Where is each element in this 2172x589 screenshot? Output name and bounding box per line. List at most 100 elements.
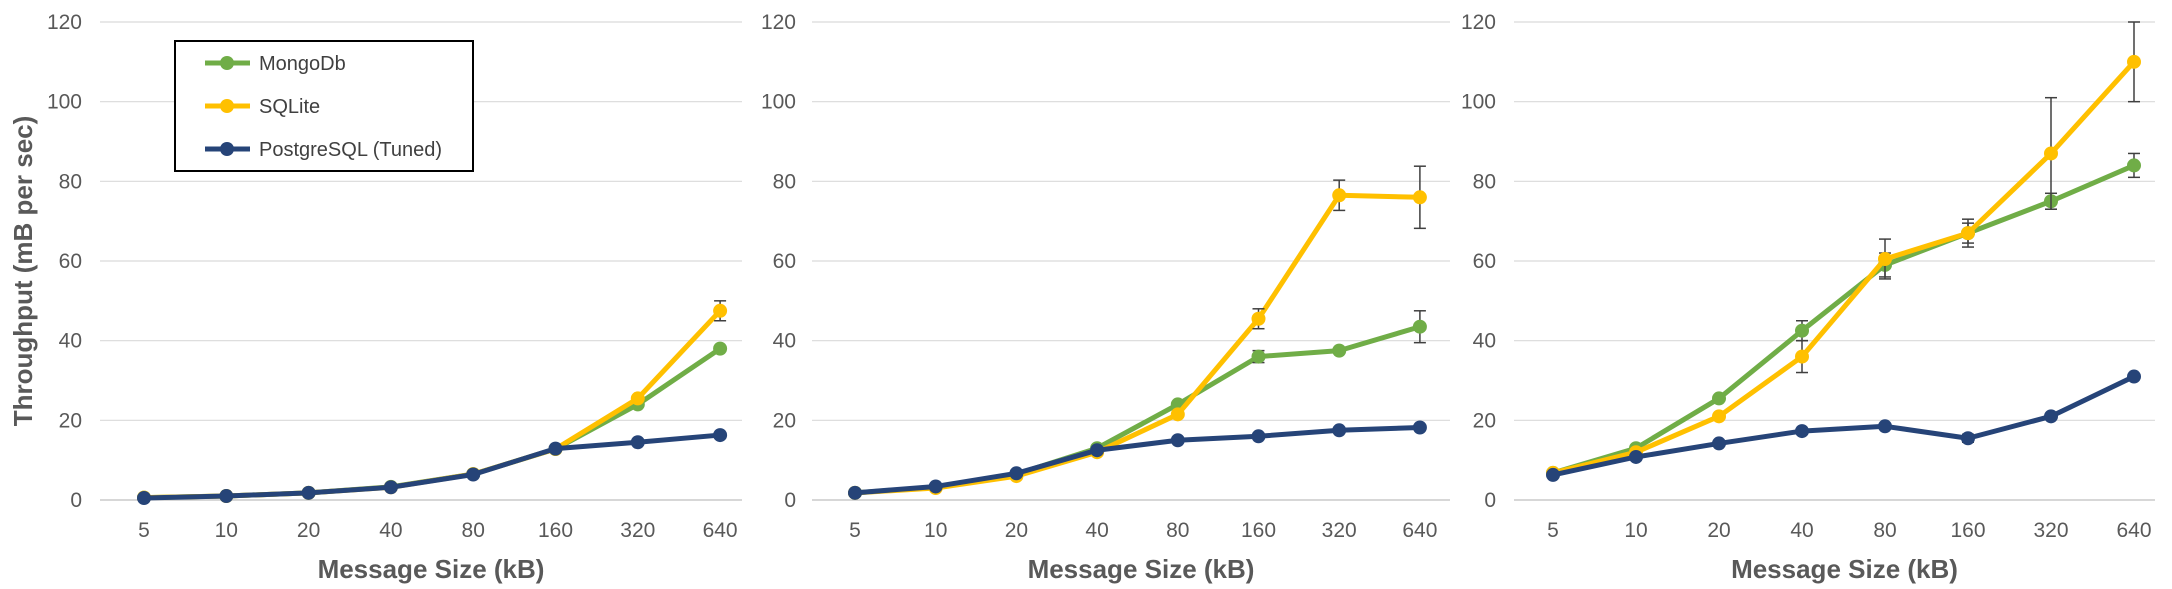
x-tick-label: 160	[538, 519, 573, 542]
x-axis-title: Message Size (kB)	[1731, 554, 1958, 584]
series-postgresql-tuned-	[137, 428, 728, 506]
series-line	[1550, 374, 2137, 478]
x-tick-label: 5	[138, 519, 150, 542]
data-point	[1878, 252, 1892, 267]
series-line	[852, 192, 1423, 496]
series-sqlite	[848, 165, 1427, 500]
x-axis-title: Message Size (kB)	[1028, 554, 1255, 584]
data-point	[1712, 436, 1726, 451]
x-tick-label: 80	[1166, 519, 1189, 542]
y-tick-label: 40	[1473, 330, 1496, 353]
x-tick-label: 10	[1624, 519, 1647, 542]
data-point	[1412, 319, 1427, 334]
y-tick-label: 100	[1461, 91, 1496, 114]
x-tick-label: 160	[1950, 519, 1985, 542]
chart-panel-1: 0 20 40 60 80 100 120 5 10 20 40 80 160 320 640 Message…	[8, 11, 738, 584]
data-point	[1546, 467, 1560, 482]
data-point	[1170, 407, 1185, 422]
data-point	[1009, 466, 1024, 481]
x-tick-label: 320	[2033, 519, 2068, 542]
data-point	[1795, 424, 1809, 439]
y-tick-label: 60	[1473, 250, 1496, 273]
x-tick-label: 80	[1873, 519, 1896, 542]
data-point	[630, 391, 645, 406]
series-line	[852, 425, 1423, 496]
data-point	[466, 467, 481, 482]
x-tick-label: 10	[215, 519, 238, 542]
x-tick-label: 160	[1241, 519, 1276, 542]
chart-panel-2: 0 20 40 60 80 100 120 5 10 20 40 80 160 320 640 Message…	[761, 11, 1437, 584]
y-tick-label: 100	[761, 91, 796, 114]
data-point	[1961, 226, 1975, 241]
data-point	[848, 485, 862, 500]
data-point	[928, 479, 943, 494]
series-postgresql-tuned-	[1546, 369, 2141, 482]
series-mongodb	[848, 310, 1427, 500]
series-sqlite	[137, 300, 728, 505]
data-point	[2127, 54, 2141, 69]
y-tick-label: 20	[59, 409, 82, 432]
data-point	[1412, 190, 1427, 205]
data-point	[1170, 433, 1185, 448]
y-tick-label: 0	[784, 489, 796, 512]
x-tick-label: 20	[297, 519, 320, 542]
y-tick-label: 120	[47, 11, 82, 34]
legend-label: PostgreSQL (Tuned)	[259, 139, 442, 161]
x-axis-title: Message Size (kB)	[318, 554, 545, 584]
data-point	[1712, 409, 1726, 424]
y-tick-label: 0	[70, 489, 82, 512]
x-tick-label: 10	[924, 519, 947, 542]
data-point	[1795, 323, 1809, 338]
data-point	[1332, 423, 1347, 438]
data-point	[137, 491, 151, 506]
y-tick-label: 20	[1473, 409, 1496, 432]
y-axis-title: Throughput (mB per sec)	[8, 116, 38, 427]
x-tick-label: 40	[1790, 519, 1813, 542]
series-line	[1550, 162, 2137, 476]
data-point	[2127, 369, 2141, 384]
legend-item: PostgreSQL (Tuned)	[205, 139, 442, 161]
legend-label: SQLite	[259, 96, 320, 118]
y-tick-label: 20	[773, 409, 796, 432]
y-tick-label: 80	[1473, 170, 1496, 193]
y-tick-label: 0	[1484, 489, 1496, 512]
series-line	[141, 432, 723, 501]
y-tick-label: 80	[59, 170, 82, 193]
data-point	[2044, 409, 2058, 424]
legend-swatch-marker	[220, 99, 234, 113]
data-point	[713, 341, 728, 356]
data-point	[548, 441, 563, 456]
data-point	[1332, 188, 1347, 203]
x-tick-label: 320	[1322, 519, 1357, 542]
legend-item: MongoDb	[205, 53, 346, 75]
data-point	[1251, 429, 1266, 444]
data-point	[2127, 158, 2141, 173]
x-tick-label: 40	[379, 519, 402, 542]
data-point	[1795, 349, 1809, 364]
data-point	[1629, 449, 1643, 464]
y-tick-label: 60	[773, 250, 796, 273]
data-point	[1412, 420, 1427, 435]
legend-item: SQLite	[205, 96, 320, 118]
legend-swatch-marker	[220, 142, 234, 156]
data-point	[1332, 343, 1347, 358]
data-point	[630, 435, 645, 450]
y-tick-label: 40	[773, 330, 796, 353]
data-point	[1961, 431, 1975, 446]
legend: MongoDb SQLite PostgreSQL (Tuned)	[174, 40, 474, 172]
y-tick-label: 80	[773, 170, 796, 193]
data-point	[1712, 391, 1726, 406]
data-point	[713, 303, 728, 318]
series-line	[141, 346, 723, 501]
x-tick-label: 640	[703, 519, 738, 542]
series-postgresql-tuned-	[848, 420, 1427, 500]
legend-swatch-marker	[220, 56, 234, 70]
series-line	[1550, 59, 2137, 476]
x-tick-label: 20	[1005, 519, 1028, 542]
data-point	[2044, 146, 2058, 161]
y-tick-label: 60	[59, 250, 82, 273]
data-point	[1090, 443, 1105, 458]
